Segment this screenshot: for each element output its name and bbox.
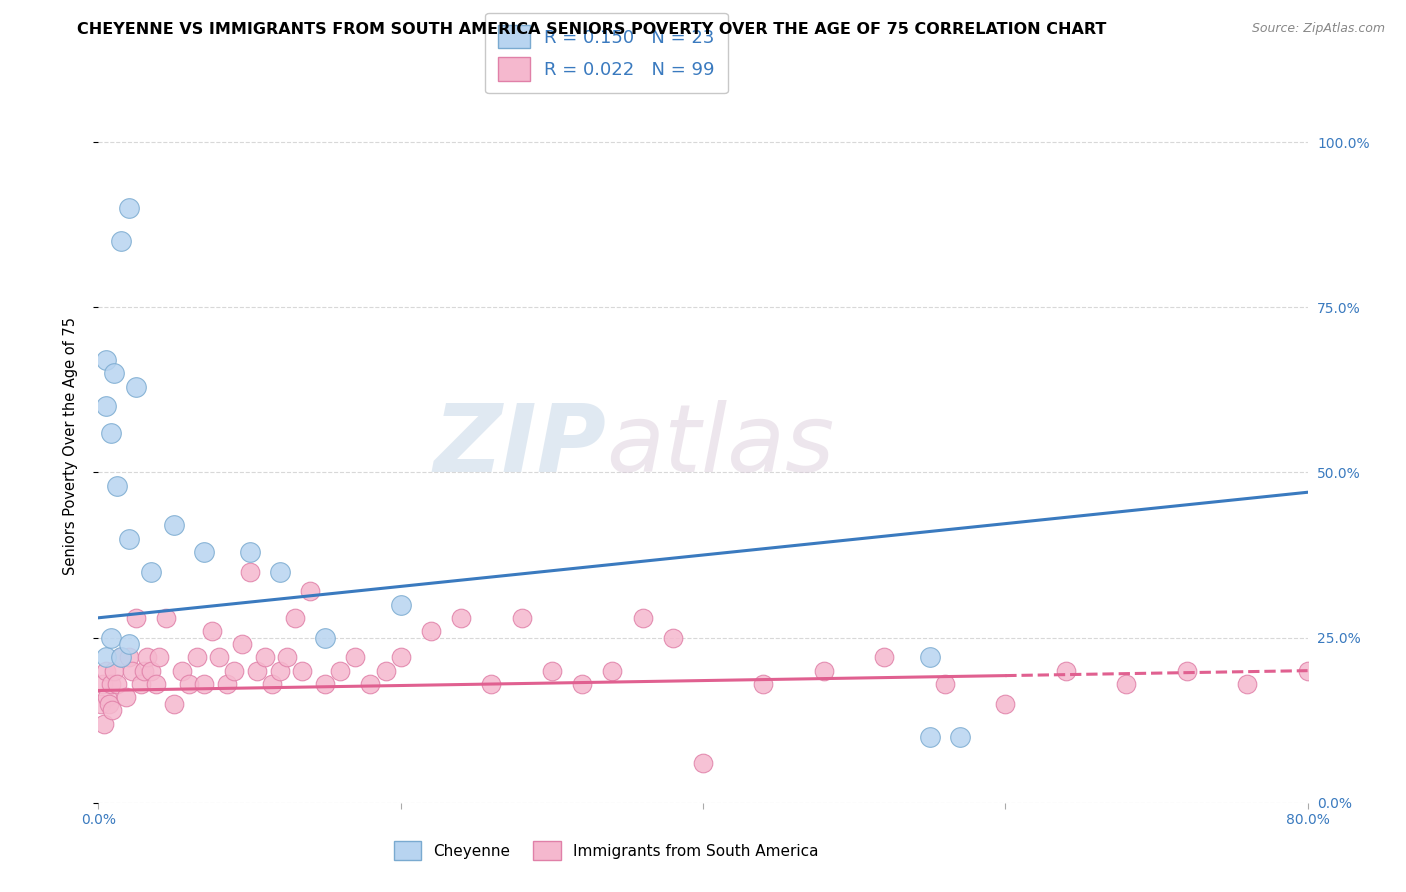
Point — [141, 565, 163, 579]
Point — [193, 677, 215, 691]
Point — [602, 664, 624, 678]
Point — [163, 697, 186, 711]
Point — [110, 650, 132, 665]
Point — [389, 650, 412, 665]
Point — [100, 425, 122, 440]
Point — [571, 677, 593, 691]
Point — [1236, 677, 1258, 691]
Point — [269, 565, 291, 579]
Point — [94, 650, 117, 665]
Point — [291, 664, 314, 678]
Point — [873, 650, 896, 665]
Point — [179, 677, 201, 691]
Point — [208, 650, 231, 665]
Point — [96, 690, 118, 704]
Point — [314, 631, 336, 645]
Point — [114, 690, 136, 704]
Point — [269, 664, 291, 678]
Point — [103, 367, 125, 381]
Point — [450, 611, 472, 625]
Point — [215, 677, 238, 691]
Point — [148, 650, 170, 665]
Point — [94, 353, 117, 368]
Point — [90, 697, 112, 711]
Point — [231, 637, 253, 651]
Point — [314, 677, 336, 691]
Point — [661, 631, 683, 645]
Point — [118, 201, 141, 215]
Point — [129, 677, 152, 691]
Legend: Cheyenne, Immigrants from South America: Cheyenne, Immigrants from South America — [388, 835, 825, 866]
Point — [118, 637, 141, 651]
Point — [1054, 664, 1077, 678]
Point — [98, 697, 121, 711]
Point — [170, 664, 193, 678]
Point — [262, 677, 284, 691]
Point — [389, 598, 412, 612]
Point — [145, 677, 167, 691]
Point — [246, 664, 269, 678]
Point — [329, 664, 352, 678]
Point — [934, 677, 956, 691]
Point — [118, 532, 141, 546]
Point — [155, 611, 177, 625]
Point — [918, 650, 941, 665]
Point — [125, 379, 148, 393]
Point — [253, 650, 276, 665]
Point — [163, 518, 186, 533]
Point — [125, 611, 148, 625]
Text: ZIP: ZIP — [433, 400, 606, 492]
Point — [374, 664, 396, 678]
Point — [186, 650, 208, 665]
Point — [344, 650, 367, 665]
Point — [100, 677, 122, 691]
Point — [692, 756, 714, 771]
Point — [94, 664, 117, 678]
Point — [994, 697, 1017, 711]
Point — [481, 677, 503, 691]
Point — [141, 664, 163, 678]
Point — [949, 730, 972, 744]
Point — [360, 677, 382, 691]
Point — [132, 664, 155, 678]
Point — [100, 631, 122, 645]
Point — [918, 730, 941, 744]
Point — [118, 650, 141, 665]
Point — [193, 545, 215, 559]
Point — [1175, 664, 1198, 678]
Point — [91, 677, 114, 691]
Point — [752, 677, 775, 691]
Point — [276, 650, 298, 665]
Point — [631, 611, 654, 625]
Point — [1296, 664, 1319, 678]
Text: Source: ZipAtlas.com: Source: ZipAtlas.com — [1251, 22, 1385, 36]
Point — [299, 584, 322, 599]
Point — [813, 664, 835, 678]
Text: atlas: atlas — [606, 401, 835, 491]
Point — [510, 611, 533, 625]
Y-axis label: Seniors Poverty Over the Age of 75: Seniors Poverty Over the Age of 75 — [63, 317, 77, 575]
Point — [420, 624, 443, 638]
Point — [1115, 677, 1137, 691]
Point — [284, 611, 307, 625]
Point — [239, 545, 262, 559]
Point — [105, 677, 128, 691]
Point — [201, 624, 224, 638]
Text: CHEYENNE VS IMMIGRANTS FROM SOUTH AMERICA SENIORS POVERTY OVER THE AGE OF 75 COR: CHEYENNE VS IMMIGRANTS FROM SOUTH AMERIC… — [77, 22, 1107, 37]
Point — [121, 664, 143, 678]
Point — [101, 703, 124, 717]
Point — [103, 664, 125, 678]
Point — [540, 664, 562, 678]
Point — [239, 565, 262, 579]
Point — [94, 400, 117, 414]
Point — [110, 650, 132, 665]
Point — [93, 716, 115, 731]
Point — [224, 664, 246, 678]
Point — [110, 234, 132, 248]
Point — [135, 650, 157, 665]
Point — [105, 478, 128, 492]
